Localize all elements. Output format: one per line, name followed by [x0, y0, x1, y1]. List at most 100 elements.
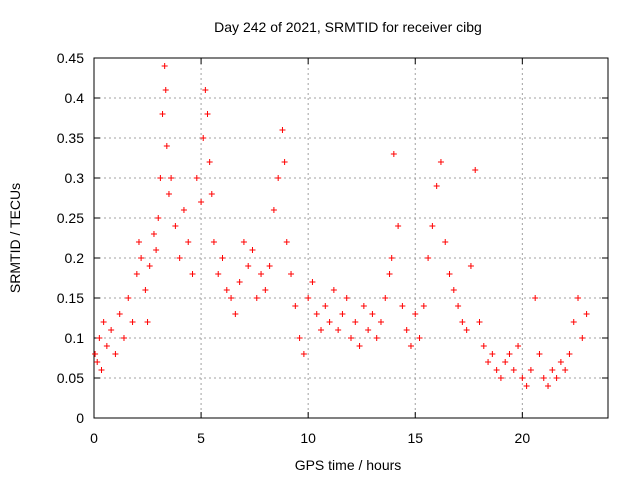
y-tick-label: 0.45 — [57, 50, 84, 66]
y-tick-label: 0.2 — [65, 250, 85, 266]
data-point — [165, 191, 172, 197]
y-tick-label: 0.05 — [57, 370, 84, 386]
data-point — [223, 287, 230, 293]
data-point — [390, 151, 397, 157]
y-tick-label: 0.25 — [57, 210, 84, 226]
data-point — [155, 215, 162, 221]
y-tick-label: 0.15 — [57, 290, 84, 306]
data-point — [348, 335, 354, 341]
data-point — [240, 239, 247, 245]
data-point — [142, 287, 149, 293]
data-point — [281, 159, 288, 165]
data-point — [279, 127, 286, 133]
data-point — [527, 367, 534, 373]
data-point — [463, 327, 470, 333]
data-point — [176, 255, 183, 261]
data-point — [92, 351, 99, 357]
y-tick-label: 0.1 — [65, 330, 85, 346]
data-point — [382, 295, 389, 301]
data-point — [129, 319, 136, 325]
data-point — [420, 303, 427, 309]
data-point — [112, 351, 119, 357]
data-point — [292, 303, 299, 309]
y-tick-label: 0 — [76, 410, 84, 426]
data-point — [157, 175, 164, 181]
data-point — [395, 223, 402, 229]
data-point — [360, 303, 367, 309]
y-axis-label: SRMTID / TECUs — [7, 183, 23, 293]
data-point — [288, 271, 295, 277]
data-point — [153, 247, 160, 253]
data-point — [162, 87, 169, 93]
data-point — [575, 295, 582, 301]
data-point — [467, 263, 474, 269]
y-tick-label: 0.3 — [65, 170, 85, 186]
y-tick-label: 0.35 — [57, 130, 84, 146]
data-point — [204, 111, 211, 117]
data-point — [258, 271, 265, 277]
data-point — [215, 271, 222, 277]
data-point — [579, 335, 586, 341]
data-point — [373, 335, 380, 341]
data-point — [94, 359, 101, 365]
data-point — [450, 287, 457, 293]
data-point — [386, 271, 393, 277]
data-point — [266, 263, 273, 269]
data-point — [545, 383, 552, 389]
x-tick-label: 0 — [90, 430, 98, 446]
data-point — [245, 263, 252, 269]
data-point — [399, 303, 406, 309]
data-point — [549, 367, 556, 373]
data-point — [210, 239, 217, 245]
data-point — [446, 271, 453, 277]
plot-frame — [93, 57, 609, 419]
data-point — [515, 343, 522, 349]
data-point — [163, 143, 170, 149]
data-point — [356, 343, 363, 349]
data-point — [185, 239, 192, 245]
data-point — [262, 287, 269, 293]
data-point — [489, 351, 496, 357]
data-point — [144, 319, 151, 325]
data-point — [275, 175, 282, 181]
data-point — [343, 295, 350, 301]
data-point — [407, 343, 414, 349]
data-point — [540, 375, 547, 381]
data-point — [249, 247, 256, 253]
data-point — [96, 335, 103, 341]
data-point — [193, 175, 200, 181]
data-point — [125, 295, 132, 301]
data-point — [403, 327, 410, 333]
data-point — [425, 255, 432, 261]
data-point — [455, 303, 462, 309]
data-point — [506, 351, 513, 357]
data-point — [198, 199, 205, 205]
data-point — [305, 295, 312, 301]
data-point — [557, 359, 564, 365]
data-point — [208, 191, 215, 197]
x-tick-label: 5 — [197, 430, 205, 446]
data-point — [553, 375, 560, 381]
x-axis-label: GPS time / hours — [295, 457, 402, 473]
data-point — [339, 311, 346, 317]
data-point — [335, 327, 342, 333]
data-point — [283, 239, 290, 245]
data-point — [98, 367, 105, 373]
data-point — [236, 279, 243, 285]
data-point — [570, 319, 577, 325]
data-point — [296, 335, 303, 341]
data-point — [493, 367, 500, 373]
data-point — [377, 319, 384, 325]
data-point — [168, 175, 175, 181]
data-point — [313, 311, 320, 317]
chart-title: Day 242 of 2021, SRMTID for receiver cib… — [214, 19, 482, 35]
data-point — [180, 207, 187, 213]
data-point — [120, 335, 127, 341]
data-point — [172, 223, 179, 229]
y-tick-label: 0.4 — [65, 90, 85, 106]
data-point — [523, 383, 530, 389]
data-point — [437, 159, 444, 165]
data-point — [300, 351, 307, 357]
data-point — [519, 375, 526, 381]
